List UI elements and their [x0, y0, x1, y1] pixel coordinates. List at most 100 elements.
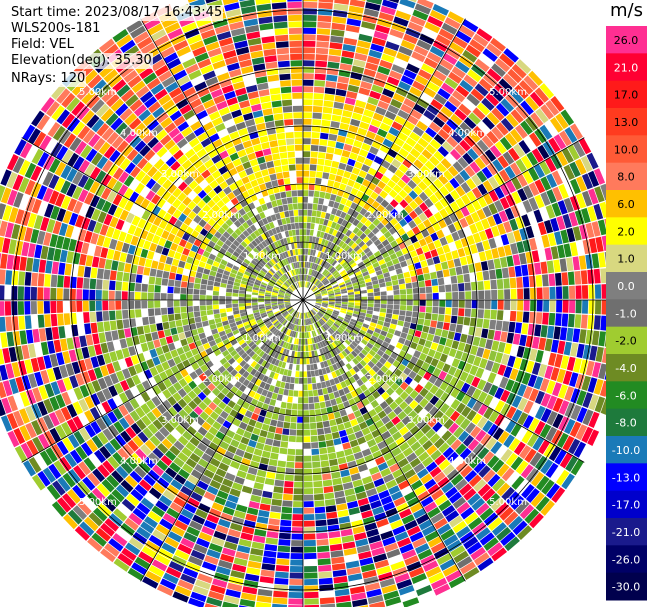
- gate-cell: [347, 84, 360, 93]
- gate-cell: [314, 350, 318, 357]
- gate-cell: [380, 495, 393, 506]
- gate-cell: [259, 308, 266, 312]
- gate-cell: [518, 140, 531, 154]
- gate-cell: [18, 315, 26, 330]
- gate-cell: [386, 332, 394, 339]
- gate-cell: [558, 384, 568, 399]
- gate-cell: [91, 487, 106, 502]
- gate-cell: [572, 226, 582, 241]
- gate-cell: [284, 303, 291, 306]
- gate-cell: [551, 487, 566, 503]
- gate-cell: [410, 109, 423, 120]
- gate-cell: [540, 325, 548, 338]
- gate-cell: [401, 415, 412, 426]
- gate-cell: [57, 275, 64, 288]
- gate-cell: [78, 359, 87, 373]
- gate-cell: [223, 541, 238, 551]
- gate-cell: [418, 69, 432, 81]
- gate-cell: [423, 208, 433, 219]
- gate-cell: [595, 300, 602, 315]
- gate-cell: [73, 465, 86, 480]
- gate-cell: [355, 335, 363, 342]
- gate-cell: [160, 455, 173, 467]
- gate-cell: [380, 226, 388, 235]
- gate-cell: [257, 588, 273, 597]
- gate-cell: [314, 292, 321, 296]
- gate-cell: [316, 313, 322, 318]
- gate-cell: [190, 121, 202, 132]
- gate-cell: [254, 355, 261, 363]
- gate-cell: [156, 186, 167, 197]
- gate-cell: [151, 59, 166, 72]
- gate-cell: [395, 10, 411, 21]
- gate-cell: [381, 430, 392, 440]
- gate-cell: [93, 367, 103, 379]
- gate-cell: [504, 289, 511, 300]
- gate-cell: [293, 338, 297, 345]
- gate-cell: [101, 88, 116, 103]
- gate-cell: [310, 249, 314, 256]
- gate-cell: [467, 354, 476, 365]
- gate-cell: [215, 272, 223, 279]
- gate-cell: [245, 424, 255, 433]
- gate-cell: [285, 313, 290, 319]
- gate-cell: [406, 305, 413, 311]
- gate-cell: [388, 485, 400, 495]
- gate-cell: [476, 347, 485, 358]
- gate-cell: [264, 275, 271, 281]
- gate-cell: [387, 235, 395, 243]
- gate-cell: [292, 344, 296, 351]
- gate-cell: [113, 421, 125, 434]
- gate-cell: [398, 337, 406, 345]
- gate-cell: [238, 407, 247, 416]
- gate-cell: [168, 87, 182, 99]
- gate-cell: [560, 355, 570, 370]
- gate-cell: [528, 167, 540, 182]
- gate-cell: [180, 287, 187, 294]
- gate-cell: [429, 139, 441, 150]
- gate-cell: [340, 286, 347, 290]
- gate-cell: [67, 489, 81, 504]
- gate-cell: [326, 272, 332, 279]
- gate-cell: [104, 543, 120, 557]
- gate-cell: [445, 284, 452, 292]
- gate-cell: [232, 289, 239, 294]
- gate-cell: [107, 456, 120, 470]
- gate-cell: [342, 205, 350, 213]
- gate-cell: [453, 426, 464, 438]
- gate-cell: [283, 422, 291, 429]
- gate-cell: [444, 193, 455, 204]
- gate-cell: [234, 476, 245, 485]
- gate-cell: [120, 522, 135, 536]
- gate-cell: [167, 342, 176, 351]
- gate-cell: [278, 261, 284, 268]
- gate-cell: [459, 121, 472, 134]
- gate-cell: [158, 163, 170, 174]
- gate-cell: [409, 250, 418, 258]
- gate-cell: [505, 379, 515, 392]
- gate-cell: [128, 346, 137, 356]
- gate-cell: [227, 191, 236, 201]
- gate-cell: [131, 374, 141, 386]
- gate-cell: [348, 302, 355, 306]
- gate-cell: [193, 294, 200, 300]
- gate-cell: [597, 219, 606, 236]
- gate-cell: [51, 84, 66, 100]
- gate-cell: [417, 368, 427, 377]
- gate-cell: [261, 281, 268, 286]
- gate-cell: [431, 489, 444, 501]
- gate-cell: [449, 267, 457, 276]
- gate-cell: [377, 165, 387, 175]
- gate-cell: [355, 46, 369, 55]
- gate-cell: [427, 171, 438, 183]
- gate-cell: [337, 423, 345, 431]
- gate-cell: [225, 218, 234, 227]
- gate-cell: [289, 566, 303, 573]
- gate-cell: [478, 251, 487, 262]
- gate-cell: [520, 464, 534, 479]
- gate-cell: [505, 93, 519, 108]
- gate-cell: [320, 132, 329, 140]
- gate-cell: [269, 251, 275, 258]
- gate-cell: [414, 330, 422, 338]
- gate-cell: [311, 286, 317, 291]
